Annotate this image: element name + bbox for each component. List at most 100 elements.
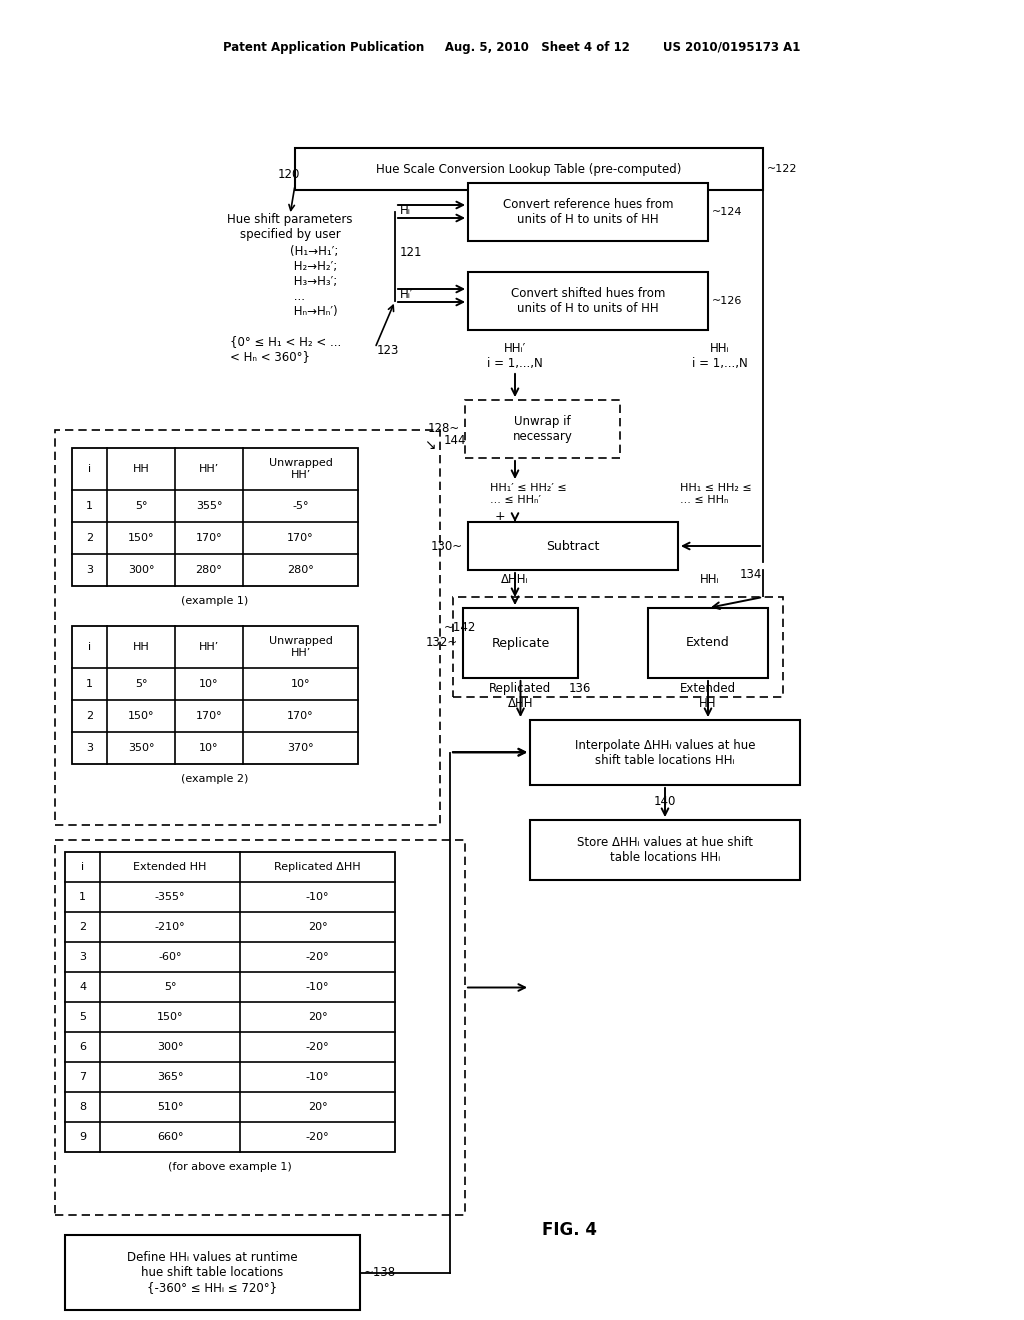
Text: Extended
HH: Extended HH	[680, 682, 736, 710]
Text: 123: 123	[377, 343, 399, 356]
Text: -60°: -60°	[159, 952, 181, 962]
Bar	[530, 719, 800, 785]
Text: Hue Scale Conversion Lookup Table (pre-computed): Hue Scale Conversion Lookup Table (pre-c…	[376, 162, 682, 176]
Text: i: i	[88, 642, 91, 652]
Text: -10°: -10°	[306, 982, 330, 993]
Text: {0° ≤ H₁ < H₂ < ...
< Hₙ < 360°}: {0° ≤ H₁ < H₂ < ... < Hₙ < 360°}	[230, 335, 341, 363]
Text: Hᵢ′: Hᵢ′	[400, 289, 414, 301]
Bar	[453, 597, 783, 697]
Bar	[468, 183, 708, 242]
Text: 170°: 170°	[287, 711, 313, 721]
Text: 280°: 280°	[196, 565, 222, 576]
Text: 350°: 350°	[128, 743, 155, 752]
Text: 1: 1	[86, 678, 93, 689]
Text: Patent Application Publication     Aug. 5, 2010   Sheet 4 of 12        US 2010/0: Patent Application Publication Aug. 5, 2…	[223, 41, 801, 54]
Text: 10°: 10°	[200, 678, 219, 689]
Text: ~142: ~142	[444, 620, 476, 634]
Text: 10°: 10°	[291, 678, 310, 689]
Text: i: i	[81, 862, 84, 873]
Text: 510°: 510°	[157, 1102, 183, 1111]
Text: -10°: -10°	[306, 1072, 330, 1082]
Text: 300°: 300°	[157, 1041, 183, 1052]
Text: 136: 136	[568, 682, 591, 696]
Text: 150°: 150°	[157, 1012, 183, 1022]
Text: i = 1,...,N: i = 1,...,N	[487, 356, 543, 370]
Text: -: -	[682, 539, 687, 553]
Text: ~126: ~126	[712, 296, 742, 306]
Text: 128~: 128~	[428, 422, 460, 436]
Bar	[55, 840, 465, 1214]
Text: 2: 2	[86, 533, 93, 543]
Text: 5°: 5°	[164, 982, 176, 993]
Text: Define HHᵢ values at runtime
hue shift table locations
{-360° ≤ HHᵢ ≤ 720°}: Define HHᵢ values at runtime hue shift t…	[127, 1251, 298, 1294]
Text: 6: 6	[79, 1041, 86, 1052]
Text: 130~: 130~	[431, 540, 463, 553]
Text: Interpolate ΔHHᵢ values at hue
shift table locations HHᵢ: Interpolate ΔHHᵢ values at hue shift tab…	[574, 738, 756, 767]
Text: Unwrapped
HH’: Unwrapped HH’	[268, 458, 333, 479]
Text: HH’: HH’	[199, 465, 219, 474]
Text: 150°: 150°	[128, 533, 155, 543]
Text: 10°: 10°	[200, 743, 219, 752]
Text: Replicated
ΔHH: Replicated ΔHH	[489, 682, 552, 710]
Text: 365°: 365°	[157, 1072, 183, 1082]
Text: -355°: -355°	[155, 892, 185, 902]
Bar	[463, 609, 578, 678]
Text: HH₁ ≤ HH₂ ≤
... ≤ HHₙ: HH₁ ≤ HH₂ ≤ ... ≤ HHₙ	[680, 483, 752, 504]
Text: Extend: Extend	[686, 636, 730, 649]
Text: i = 1,...,N: i = 1,...,N	[692, 356, 748, 370]
Text: 1: 1	[79, 892, 86, 902]
Text: 5°: 5°	[135, 678, 147, 689]
Text: 170°: 170°	[196, 711, 222, 721]
Text: ~138: ~138	[364, 1266, 396, 1279]
Text: 121: 121	[400, 247, 423, 260]
Text: Store ΔHHᵢ values at hue shift
table locations HHᵢ: Store ΔHHᵢ values at hue shift table loc…	[577, 836, 753, 865]
Text: HHᵢ: HHᵢ	[700, 573, 720, 586]
Bar	[72, 626, 358, 764]
Text: Unwrapped
HH’: Unwrapped HH’	[268, 636, 333, 657]
Text: Replicate: Replicate	[492, 636, 550, 649]
Text: 280°: 280°	[287, 565, 314, 576]
Bar	[468, 521, 678, 570]
Text: ~122: ~122	[767, 164, 798, 174]
Text: 2: 2	[86, 711, 93, 721]
Text: 134: 134	[740, 568, 763, 581]
Text: 3: 3	[79, 952, 86, 962]
Text: HHᵢ: HHᵢ	[711, 342, 730, 355]
Bar	[55, 430, 440, 825]
Text: FIG. 4: FIG. 4	[543, 1221, 597, 1239]
Text: -20°: -20°	[306, 1041, 330, 1052]
Text: 300°: 300°	[128, 565, 155, 576]
Text: 144: 144	[444, 433, 467, 446]
Text: 8: 8	[79, 1102, 86, 1111]
Text: (example 1): (example 1)	[181, 597, 249, 606]
Text: (example 2): (example 2)	[181, 774, 249, 784]
Text: 140: 140	[653, 795, 676, 808]
Bar	[65, 1236, 360, 1309]
Text: -10°: -10°	[306, 892, 330, 902]
Text: 7: 7	[79, 1072, 86, 1082]
Text: Unwrap if
necessary: Unwrap if necessary	[513, 414, 572, 444]
Text: 132~: 132~	[426, 636, 458, 649]
Text: 5°: 5°	[135, 502, 147, 511]
Text: -210°: -210°	[155, 921, 185, 932]
Text: ~124: ~124	[712, 207, 742, 216]
Text: Replicated ΔHH: Replicated ΔHH	[274, 862, 360, 873]
Text: ↘: ↘	[424, 438, 436, 451]
Text: i: i	[88, 465, 91, 474]
Text: 3: 3	[86, 743, 93, 752]
Bar	[648, 609, 768, 678]
Text: -5°: -5°	[292, 502, 309, 511]
Text: 20°: 20°	[307, 1012, 328, 1022]
Text: 170°: 170°	[196, 533, 222, 543]
Text: 355°: 355°	[196, 502, 222, 511]
Text: 20°: 20°	[307, 1102, 328, 1111]
Text: Subtract: Subtract	[547, 540, 600, 553]
Bar	[530, 820, 800, 880]
Text: 1: 1	[86, 502, 93, 511]
Text: (H₁→H₁′;
 H₂→H₂′;
 H₃→H₃′;
 ...
 Hₙ→Hₙ′): (H₁→H₁′; H₂→H₂′; H₃→H₃′; ... Hₙ→Hₙ′)	[290, 246, 338, 318]
Text: Convert reference hues from
units of H to units of HH: Convert reference hues from units of H t…	[503, 198, 673, 226]
Text: 370°: 370°	[287, 743, 313, 752]
Text: 20°: 20°	[307, 921, 328, 932]
Text: Extended HH: Extended HH	[133, 862, 207, 873]
Text: Convert shifted hues from
units of H to units of HH: Convert shifted hues from units of H to …	[511, 286, 666, 315]
